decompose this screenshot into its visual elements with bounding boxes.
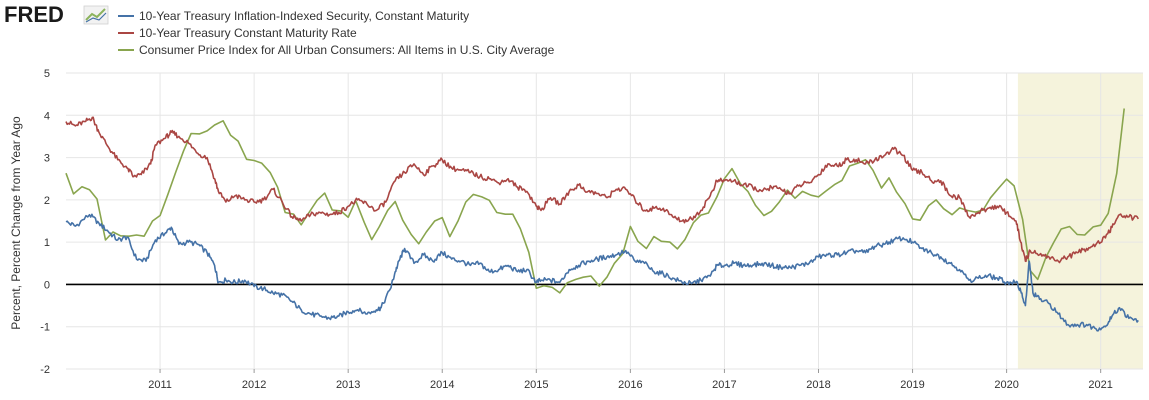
legend-label: 10-Year Treasury Constant Maturity Rate bbox=[139, 26, 357, 40]
x-tick-label: 2015 bbox=[524, 379, 548, 391]
x-tick-label: 2018 bbox=[806, 379, 830, 391]
series-lines bbox=[65, 108, 1140, 332]
x-tick-label: 2017 bbox=[712, 379, 736, 391]
legend-item-tips[interactable]: 10-Year Treasury Inflation-Indexed Secur… bbox=[118, 9, 469, 23]
y-tick-label: 5 bbox=[44, 68, 50, 80]
series-treasury-line[interactable] bbox=[65, 116, 1140, 264]
legend-label: 10-Year Treasury Inflation-Indexed Secur… bbox=[139, 9, 469, 23]
fred-logo-text: FRED bbox=[4, 2, 64, 27]
legend-item-treasury[interactable]: 10-Year Treasury Constant Maturity Rate bbox=[118, 26, 357, 40]
y-tick-label: 0 bbox=[44, 279, 50, 291]
y-axis-label: Percent, Percent Change from Year Ago bbox=[9, 116, 23, 330]
x-tick-label: 2014 bbox=[430, 379, 454, 391]
y-tick-label: 2 bbox=[44, 195, 50, 207]
fred-logo[interactable]: FRED bbox=[4, 2, 109, 27]
x-tick-label: 2013 bbox=[336, 379, 360, 391]
legend-label: Consumer Price Index for All Urban Consu… bbox=[139, 43, 555, 57]
series-cpi-line[interactable] bbox=[65, 108, 1125, 294]
plot-area bbox=[65, 72, 1143, 370]
legend-item-cpi[interactable]: Consumer Price Index for All Urban Consu… bbox=[118, 43, 555, 57]
legend: 10-Year Treasury Inflation-Indexed Secur… bbox=[118, 9, 555, 57]
x-tick-label: 2020 bbox=[994, 379, 1018, 391]
y-tick-label: -2 bbox=[40, 364, 50, 376]
x-tick-label: 2021 bbox=[1088, 379, 1112, 391]
series-tips-line[interactable] bbox=[65, 213, 1139, 332]
x-tick-label: 2016 bbox=[618, 379, 642, 391]
y-tick-label: -1 bbox=[40, 322, 50, 334]
x-axis-ticks: 2011 2012 2013 2014 2015 2016 2017 2018 2019 2020… bbox=[148, 369, 1113, 391]
y-tick-label: 1 bbox=[44, 237, 50, 249]
y-axis-ticks: 5 4 3 2 1 0 -1 -2 bbox=[40, 68, 50, 376]
y-tick-label: 3 bbox=[44, 153, 50, 165]
y-tick-label: 4 bbox=[44, 110, 50, 122]
gridlines bbox=[66, 72, 1143, 370]
x-tick-label: 2011 bbox=[148, 379, 172, 391]
x-tick-label: 2012 bbox=[242, 379, 266, 391]
x-tick-label: 2019 bbox=[900, 379, 924, 391]
fred-chart-icon bbox=[83, 5, 109, 25]
